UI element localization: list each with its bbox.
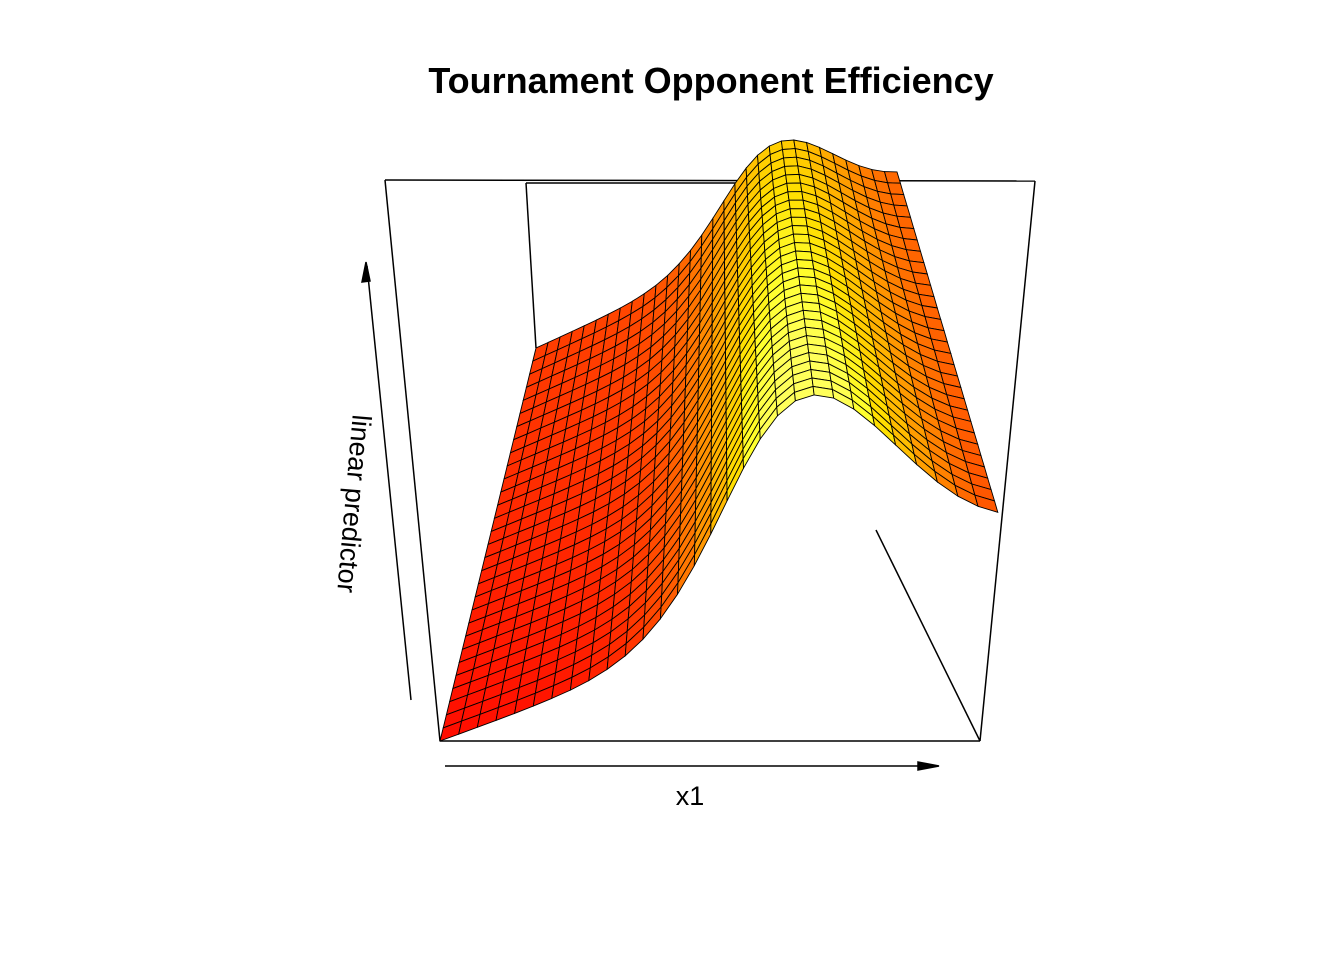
surface-facet <box>780 139 796 150</box>
surface-facet <box>788 199 806 210</box>
surface-facet <box>787 191 804 201</box>
surface-facet <box>893 204 912 218</box>
surface-facet <box>786 182 803 193</box>
z-axis-label: linear predictor <box>331 414 376 595</box>
surface-facet <box>783 156 799 167</box>
surface-facet <box>793 242 812 253</box>
chart-title: Tournament Opponent Efficiency <box>428 60 993 101</box>
surface-facet <box>785 173 802 184</box>
surface-mesh <box>439 139 999 742</box>
surface-facet <box>792 233 811 244</box>
surface-facet <box>781 148 798 159</box>
surface-facet <box>974 494 999 513</box>
surface-facet <box>795 250 813 261</box>
x-axis-label: x1 <box>676 781 705 811</box>
box-top-edge <box>384 179 1036 182</box>
surface-facet <box>890 193 908 207</box>
plot-box-front <box>384 179 1036 742</box>
surface-facet <box>887 182 905 196</box>
x-axis-arrow <box>445 761 940 771</box>
surface-facet <box>784 165 800 176</box>
surface-facet <box>896 215 915 230</box>
surface-facet <box>790 216 808 227</box>
surface-facet <box>791 225 809 236</box>
surface-facet <box>789 208 807 218</box>
box-floor-diagonal <box>875 529 981 742</box>
box-left-edge <box>384 179 441 742</box>
box-back-left-edge <box>525 182 537 349</box>
box-right-edge <box>979 180 1036 742</box>
surface-facet <box>883 171 902 184</box>
z-axis-arrow <box>361 261 412 701</box>
